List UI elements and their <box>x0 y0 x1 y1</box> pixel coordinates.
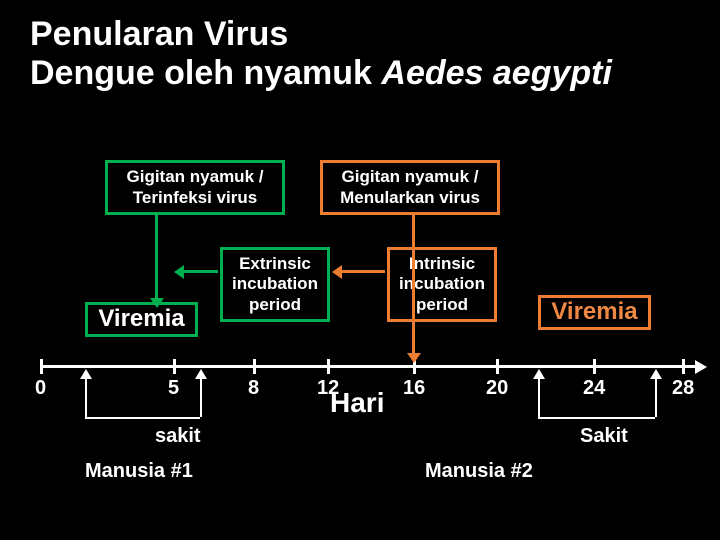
timeline-tick <box>682 359 685 374</box>
box-viremia-1: Viremia <box>85 302 198 337</box>
title-line1: Penularan Virus <box>30 15 288 53</box>
box-extrinsic-incubation: Extrinsicincubationperiod <box>220 247 330 322</box>
slide-title: Penularan Virus Dengue oleh nyamuk Aedes… <box>30 15 612 93</box>
label-manusia-2: Manusia #2 <box>425 460 533 483</box>
box-intrinsic-incubation: Intrinsicincubationperiod <box>387 247 497 322</box>
box-bite-transmit: Gigitan nyamuk /Menularkan virus <box>320 160 500 215</box>
timeline-tick <box>593 359 596 374</box>
timeline-axis <box>40 365 695 368</box>
timeline-tick <box>173 359 176 374</box>
box-bite-infected: Gigitan nyamuk /Terinfeksi virus <box>105 160 285 215</box>
label-label1: sakit <box>155 425 201 448</box>
box-viremia-2: Viremia <box>538 295 651 330</box>
timeline-tick-label: 24 <box>583 377 605 400</box>
title-line2-italic: Aedes aegypti <box>381 54 612 92</box>
timeline-arrowhead <box>695 360 707 374</box>
title-line2-plain: Dengue oleh nyamuk <box>30 54 381 92</box>
timeline-tick <box>327 359 330 374</box>
timeline-tick-label: 28 <box>672 377 694 400</box>
timeline-tick-label: 5 <box>168 377 179 400</box>
timeline-tick <box>496 359 499 374</box>
label-label2: Sakit <box>580 425 628 448</box>
timeline-tick-label: 8 <box>248 377 259 400</box>
timeline-tick <box>253 359 256 374</box>
axis-label-hari: Hari <box>330 387 384 419</box>
timeline-tick-label: 0 <box>35 377 46 400</box>
timeline-tick <box>40 359 43 374</box>
label-manusia-1: Manusia #1 <box>85 460 193 483</box>
timeline-tick-label: 16 <box>403 377 425 400</box>
timeline-tick-label: 20 <box>486 377 508 400</box>
